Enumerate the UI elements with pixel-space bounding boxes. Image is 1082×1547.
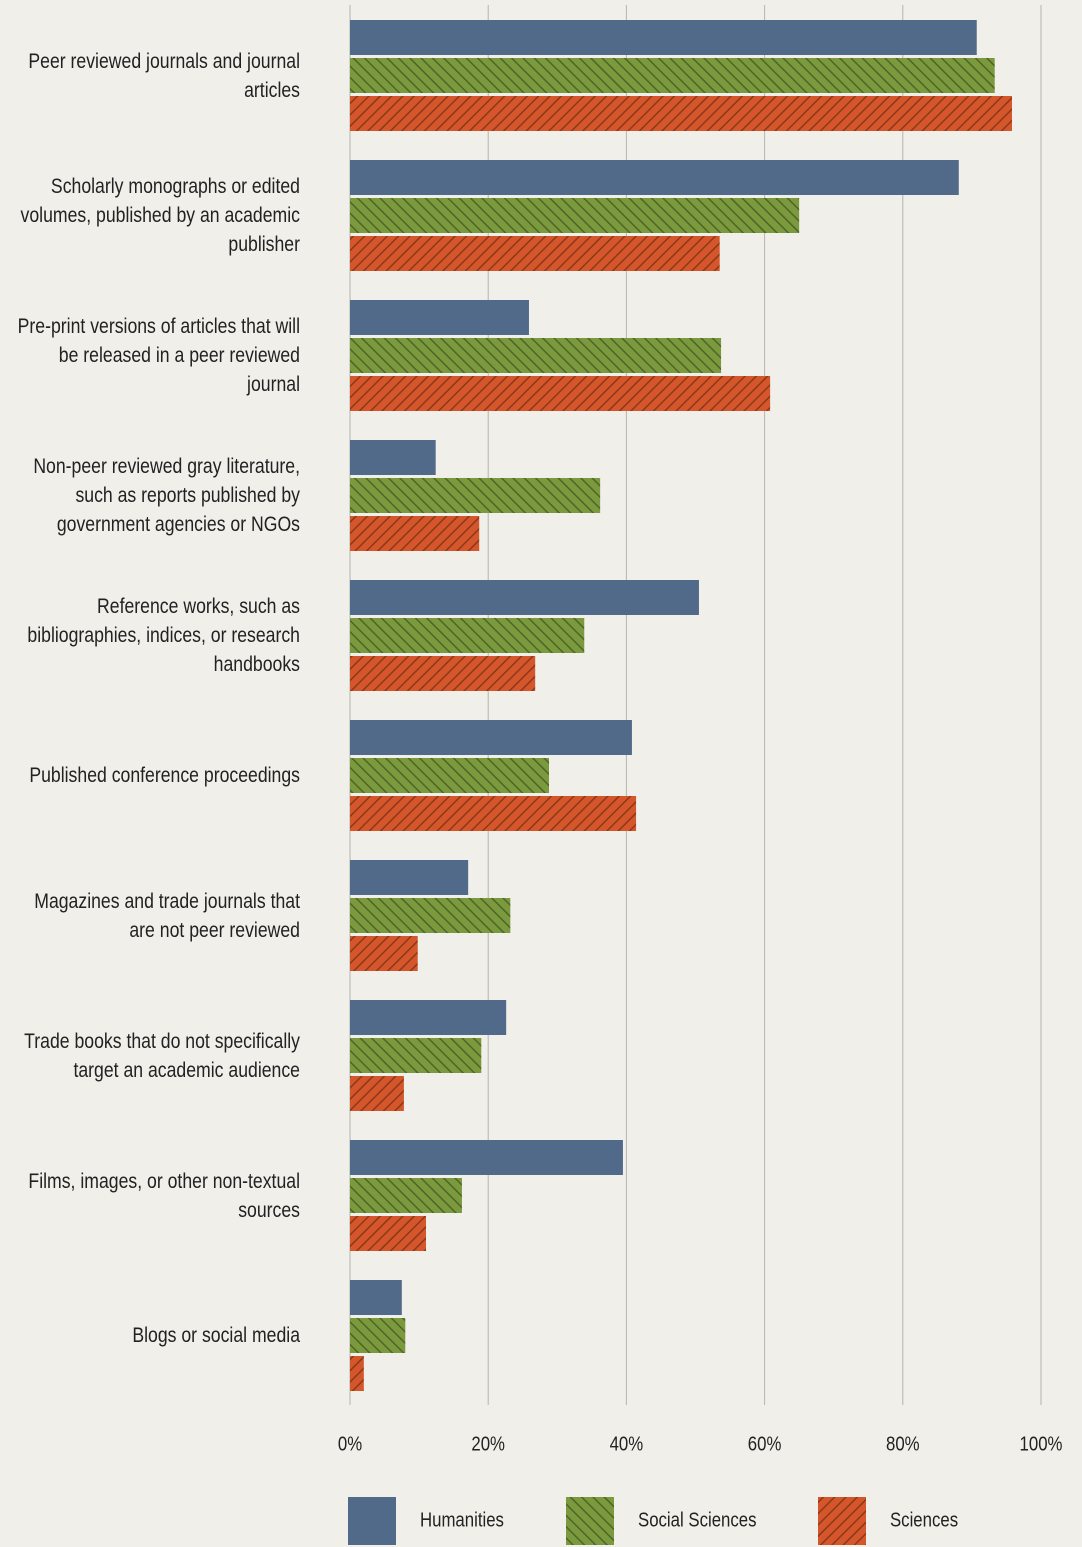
bar	[350, 300, 529, 335]
y-tick-label: Scholarly monographs or edited volumes, …	[20, 175, 301, 256]
bar	[350, 1140, 623, 1175]
x-tick-label: 80%	[886, 1432, 920, 1455]
y-tick-label: Films, images, or other non-textual sour…	[28, 1169, 300, 1222]
bar	[350, 1178, 462, 1213]
legend-label: Sciences	[890, 1508, 958, 1531]
bar	[350, 898, 511, 933]
x-tick-label: 0%	[338, 1432, 362, 1455]
bar	[350, 580, 699, 615]
y-tick-label: Trade books that do not specifically tar…	[24, 1029, 301, 1082]
bar	[350, 936, 418, 971]
bar	[350, 1038, 482, 1073]
y-tick-label: Magazines and trade journals that are no…	[34, 889, 301, 942]
legend-swatch	[566, 1497, 614, 1545]
bar	[350, 1318, 406, 1353]
bar	[350, 618, 585, 653]
bar	[350, 338, 722, 373]
x-tick-label: 100%	[1020, 1432, 1063, 1455]
y-tick-label: Non-peer reviewed gray literature, such …	[33, 455, 301, 536]
bar	[350, 58, 995, 93]
legend-swatch	[348, 1497, 396, 1545]
bar	[350, 198, 800, 233]
bar	[350, 1216, 427, 1251]
bar	[350, 796, 637, 831]
bar	[350, 1076, 404, 1111]
bar	[350, 96, 1012, 131]
bar	[350, 236, 720, 271]
bar	[350, 160, 959, 195]
x-tick-label: 40%	[610, 1432, 644, 1455]
bar	[350, 20, 977, 55]
legend-swatch	[818, 1497, 866, 1545]
bar	[350, 440, 436, 475]
legend-label: Social Sciences	[638, 1508, 756, 1531]
legend-label: Humanities	[420, 1508, 504, 1531]
bar	[350, 1280, 402, 1315]
y-tick-label: Reference works, such as bibliographies,…	[27, 595, 301, 676]
bar	[350, 1000, 507, 1035]
y-tick-label: Pre-print versions of articles that will…	[17, 315, 300, 396]
x-tick-label: 20%	[471, 1432, 505, 1455]
bar	[350, 860, 469, 895]
bar	[350, 516, 480, 551]
bar	[350, 478, 601, 513]
bar	[350, 1356, 364, 1391]
bar	[350, 376, 771, 411]
y-tick-label: Blogs or social media	[132, 1324, 300, 1347]
bar	[350, 720, 632, 755]
bar	[350, 758, 550, 793]
y-tick-label: Published conference proceedings	[29, 764, 301, 787]
bar	[350, 656, 536, 691]
x-tick-label: 60%	[748, 1432, 782, 1455]
y-tick-label: Peer reviewed journals and journal artic…	[28, 49, 301, 102]
